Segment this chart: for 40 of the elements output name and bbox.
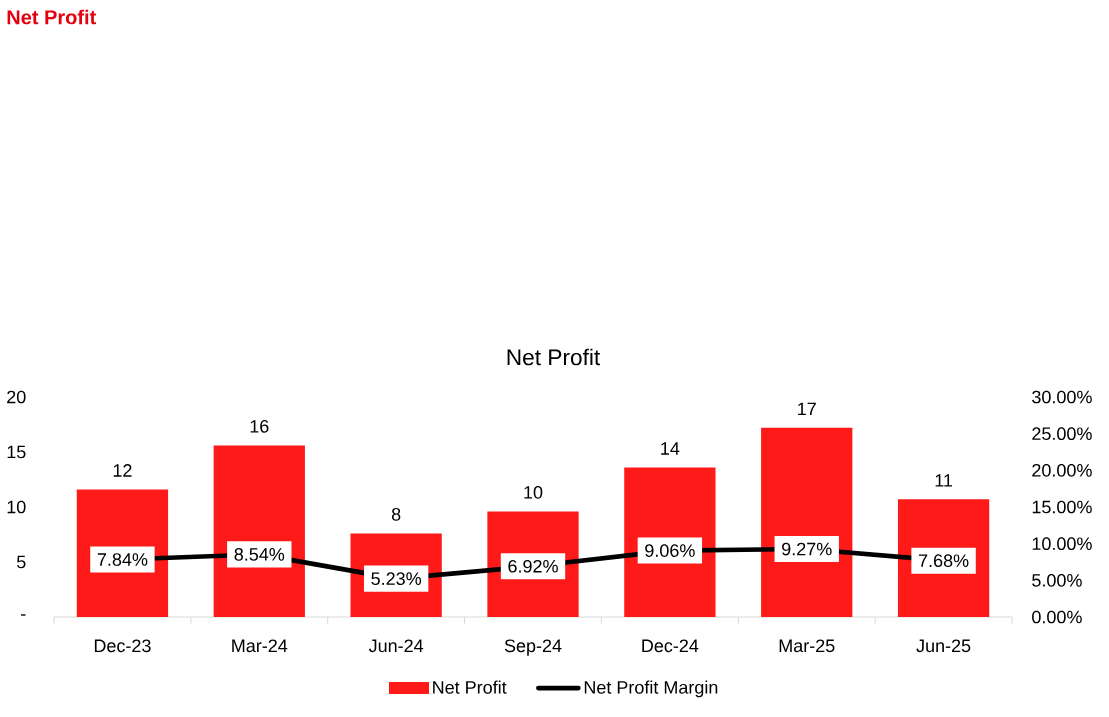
legend-label: Net Profit [433, 680, 507, 694]
x-tick-label: Mar-24 [232, 639, 288, 653]
y2-tick-label: 10.00% [1032, 537, 1092, 551]
bar [213, 445, 305, 617]
data-label: 6.92% [508, 559, 558, 573]
data-label: 11 [935, 474, 953, 487]
x-tick-label: Jun-24 [368, 639, 424, 653]
y-tick-label: 10 [7, 500, 26, 514]
x-tick-label: Jun-25 [916, 639, 971, 653]
data-label: 10 [524, 485, 543, 499]
data-label: 9.06% [645, 544, 695, 557]
legend-label: Net Profit Margin [584, 680, 718, 698]
y2-tick-label: 20.00% [1032, 463, 1092, 477]
data-label: 17 [798, 402, 816, 416]
chart-title: Net Profit [7, 9, 97, 25]
y2-tick-label: 0.00% [1032, 610, 1082, 624]
data-label: 7.68% [918, 554, 969, 568]
y2-tick-label: 30.00% [1032, 390, 1092, 404]
data-label: 14 [661, 442, 680, 455]
data-label: 12 [113, 464, 132, 477]
y2-tick-label: 25.00% [1032, 427, 1092, 441]
data-label: 7.84% [97, 553, 148, 566]
x-tick-label: Dec-23 [94, 639, 151, 653]
data-label: 5.23% [371, 572, 422, 586]
chart-subtitle: Net Profit [507, 348, 601, 366]
data-label: 8 [391, 507, 401, 521]
data-label: 8.54% [234, 548, 285, 561]
y-tick-label: 20 [7, 390, 26, 404]
bar [624, 467, 716, 617]
x-tick-label: Sep-24 [504, 639, 562, 656]
y2-tick-label: 15.00% [1032, 500, 1092, 514]
bar [761, 427, 853, 617]
data-label: 9.27% [782, 542, 832, 556]
y2-tick-label: 5.00% [1032, 573, 1082, 587]
x-tick-label: Dec-24 [642, 639, 699, 653]
x-tick-label: Mar-25 [779, 639, 835, 653]
data-label: 16 [250, 419, 269, 433]
y-tick-label: - [21, 614, 26, 616]
y-tick-label: 5 [16, 555, 26, 569]
y-tick-label: 15 [7, 445, 26, 459]
